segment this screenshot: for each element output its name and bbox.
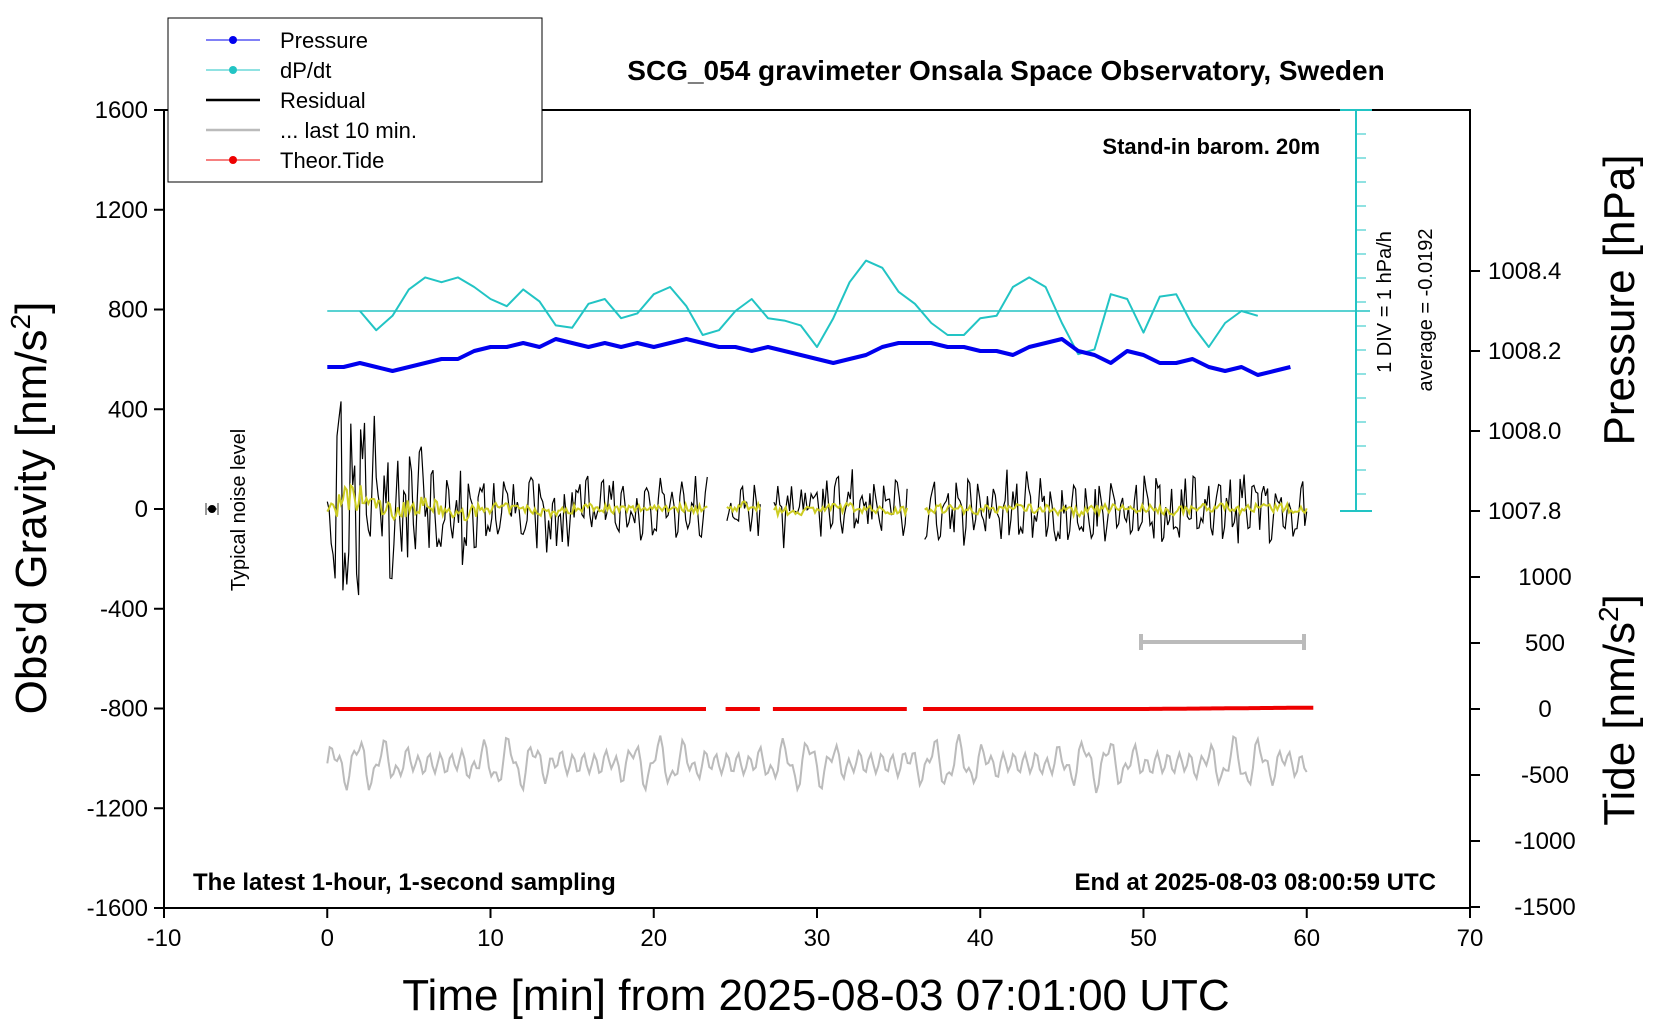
x-tick-label: 0 bbox=[321, 925, 334, 952]
bottom-right-note: End at 2025-08-03 08:00:59 UTC bbox=[1075, 869, 1437, 896]
legend-label: Residual bbox=[280, 88, 366, 113]
y-axis-label-pressure: Pressure [hPa] bbox=[1595, 154, 1644, 445]
y-axis-label-left: Obs'd Gravity [nm/s2] bbox=[5, 302, 56, 715]
tide-tick-label: -1500 bbox=[1514, 894, 1575, 921]
bottom-left-note: The latest 1-hour, 1-second sampling bbox=[193, 869, 616, 896]
y-axis-label-tide: Tide [nm/s2] bbox=[1593, 594, 1644, 826]
legend-label: ... last 10 min. bbox=[280, 118, 417, 143]
x-tick-label: 60 bbox=[1293, 925, 1320, 952]
legend-label: Theor.Tide bbox=[280, 148, 384, 173]
stand-in-note: Stand-in barom. 20m bbox=[1102, 134, 1320, 159]
x-tick-label: -10 bbox=[147, 925, 182, 952]
pressure-tick-label: 1008.2 bbox=[1488, 338, 1561, 365]
x-tick-label: 40 bbox=[967, 925, 994, 952]
average-note: average = -0.0192 bbox=[1415, 229, 1437, 392]
y-tick-label: 400 bbox=[108, 396, 148, 423]
x-tick-label: 30 bbox=[804, 925, 831, 952]
x-tick-label: 70 bbox=[1457, 925, 1484, 952]
last-10-min-trace bbox=[326, 734, 1308, 794]
legend: Pressure dP/dt Residual ... last 10 min. The… bbox=[167, 17, 543, 183]
last-10-min-bar bbox=[1139, 634, 1306, 650]
y-tick-label: 0 bbox=[135, 496, 148, 523]
y-tick-label: 1600 bbox=[95, 97, 148, 124]
pressure-trace bbox=[327, 337, 1291, 377]
tide-tick-label: -1000 bbox=[1514, 828, 1575, 855]
residual-trace bbox=[326, 401, 1308, 596]
y-tick-label: -800 bbox=[100, 696, 148, 723]
div-scale-note: 1 DIV = 1 hPa/h bbox=[1374, 231, 1396, 373]
axis-ticks: -10 0 10 20 30 40 50 60 70 1600 1200 800 400 0 -400 -80… bbox=[87, 97, 1576, 952]
x-tick-label: 50 bbox=[1130, 925, 1157, 952]
tide-tick-label: -500 bbox=[1521, 762, 1569, 789]
tide-trace bbox=[335, 705, 1314, 711]
residual-smoothed-trace bbox=[326, 483, 1308, 522]
legend-label: dP/dt bbox=[280, 58, 331, 83]
traces bbox=[326, 109, 1372, 794]
tide-tick-label: 1000 bbox=[1518, 564, 1571, 591]
x-tick-label: 10 bbox=[477, 925, 504, 952]
tide-tick-label: 500 bbox=[1525, 630, 1565, 657]
chart-title: SCG_054 gravimeter Onsala Space Observat… bbox=[627, 55, 1384, 86]
legend-marker bbox=[229, 36, 237, 44]
noise-label: Typical noise level bbox=[228, 429, 250, 591]
pressure-tick-label: 1008.4 bbox=[1488, 258, 1561, 285]
legend-label: Pressure bbox=[280, 28, 368, 53]
x-axis-label: Time [min] from 2025-08-03 07:01:00 UTC bbox=[402, 971, 1229, 1020]
y-tick-label: -400 bbox=[100, 596, 148, 623]
legend-marker bbox=[229, 66, 237, 74]
y-tick-label: 1200 bbox=[95, 197, 148, 224]
x-tick-label: 20 bbox=[640, 925, 667, 952]
pressure-tick-label: 1007.8 bbox=[1488, 498, 1561, 525]
tide-tick-label: 0 bbox=[1538, 696, 1551, 723]
y-tick-label: -1200 bbox=[87, 795, 148, 822]
y-tick-label: -1600 bbox=[87, 895, 148, 922]
noise-level-marker bbox=[205, 503, 219, 515]
legend-marker bbox=[229, 156, 237, 164]
pressure-tick-label: 1008.0 bbox=[1488, 418, 1561, 445]
y-tick-label: 800 bbox=[108, 297, 148, 324]
legend-items: Pressure dP/dt Residual ... last 10 min. The… bbox=[206, 28, 417, 173]
dpdt-trace bbox=[359, 259, 1259, 356]
